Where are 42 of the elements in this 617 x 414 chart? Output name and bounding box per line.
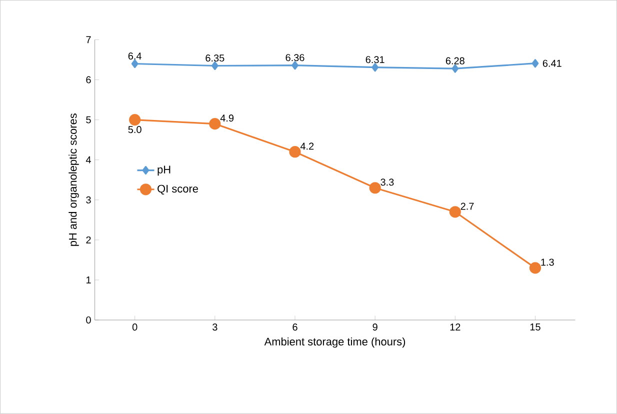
data-label: 4.9 — [220, 114, 234, 122]
x-tick-label: 6 — [292, 324, 298, 331]
point — [452, 64, 459, 73]
point — [372, 63, 378, 72]
data-label: 6.41 — [542, 60, 562, 67]
data-label: 2.7 — [460, 202, 474, 210]
point — [209, 118, 221, 130]
x-tick-label: 0 — [132, 324, 138, 331]
point — [289, 146, 301, 158]
data-label: 1.3 — [541, 258, 554, 266]
y-tick-label: 4 — [86, 156, 91, 164]
data-label: 6.31 — [366, 56, 384, 64]
point — [129, 114, 141, 126]
y-tick-label: 2 — [86, 236, 91, 244]
y-tick-label: 1 — [86, 276, 91, 284]
x-tick-label: 15 — [530, 324, 540, 331]
data-label: 6.36 — [286, 54, 304, 62]
data-label: 6.28 — [446, 57, 464, 64]
data-label: 5.0 — [128, 126, 142, 134]
point — [449, 206, 461, 218]
data-label: 6.4 — [128, 52, 142, 60]
x-tick-label: 9 — [372, 324, 378, 331]
y-axis-title: pH and organoleptic scores — [68, 114, 79, 246]
legend-label: pH — [158, 166, 170, 176]
point — [532, 59, 539, 68]
y-tick-label: 0 — [86, 316, 91, 324]
point — [292, 61, 298, 70]
point — [211, 62, 218, 70]
y-tick-label: 6 — [86, 76, 91, 84]
point — [529, 262, 542, 274]
legend-label: QI score — [158, 184, 198, 195]
point — [131, 60, 138, 68]
data-label: 3.3 — [380, 178, 394, 186]
x-tick-label: 3 — [212, 324, 218, 331]
y-tick-label: 3 — [86, 196, 91, 204]
y-tick-label: 5 — [86, 116, 91, 124]
y-tick-label: 7 — [86, 36, 91, 44]
x-tick-label: 12 — [450, 324, 460, 331]
point — [369, 182, 381, 194]
data-label: 4.2 — [300, 142, 314, 150]
data-label: 6.35 — [206, 54, 224, 62]
x-axis-title: Ambient storage time (hours) — [264, 338, 406, 348]
